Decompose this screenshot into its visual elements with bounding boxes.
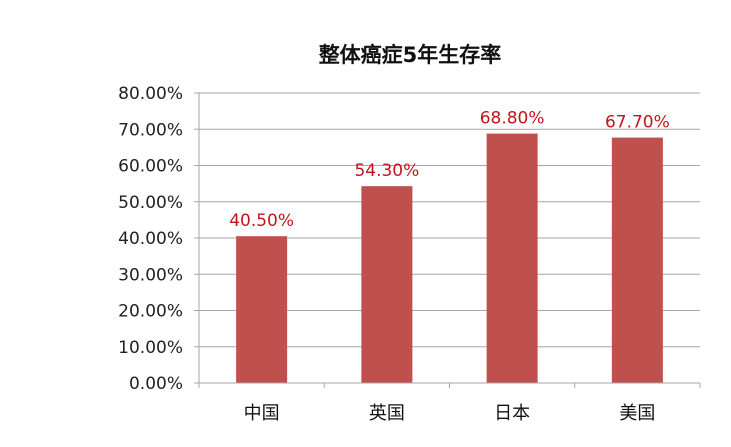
y-tick-label: 0.00% xyxy=(129,374,183,394)
bar-英国 xyxy=(361,186,413,383)
y-tick-label: 10.00% xyxy=(118,338,183,358)
x-category-label: 中国 xyxy=(244,403,280,424)
data-label: 68.80% xyxy=(480,109,545,129)
bar-日本 xyxy=(486,133,538,383)
y-tick-label: 40.00% xyxy=(118,229,183,249)
data-label: 67.70% xyxy=(605,113,670,133)
axes: 0.00% 10.00% 20.00% 30.00% 40.00% 50.00% 60.00… xyxy=(118,84,701,424)
chart-title: 整体癌症5年生存率 xyxy=(319,43,502,67)
x-category-label: 英国 xyxy=(369,403,405,424)
y-tick-label: 60.00% xyxy=(118,157,183,177)
data-label: 40.50% xyxy=(229,211,294,231)
bars: 40.50% 54.30% 68.80% 67.70% xyxy=(229,109,670,383)
y-tick-label: 80.00% xyxy=(118,84,183,104)
bar-中国 xyxy=(236,236,288,383)
bar-美国 xyxy=(611,137,663,383)
data-label: 54.30% xyxy=(354,161,419,181)
y-tick-label: 70.00% xyxy=(118,120,183,140)
x-category-label: 日本 xyxy=(494,403,530,424)
y-tick-label: 20.00% xyxy=(118,302,183,322)
y-tick-label: 50.00% xyxy=(118,193,183,213)
x-category-label: 美国 xyxy=(619,403,655,424)
y-tick-label: 30.00% xyxy=(118,265,183,285)
